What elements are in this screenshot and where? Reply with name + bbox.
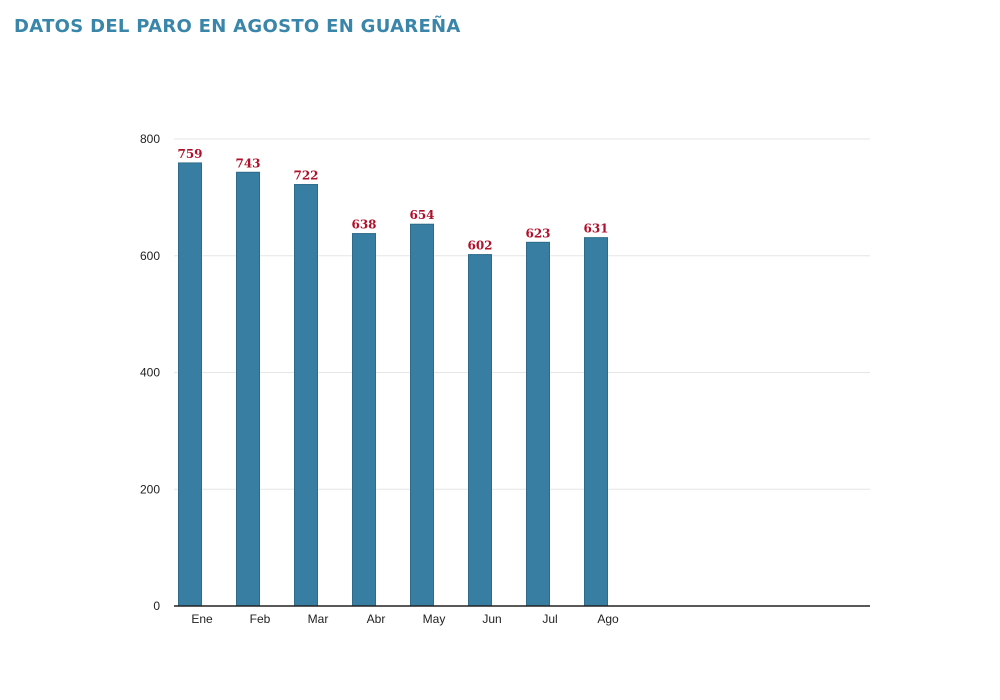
- y-tick-label: 200: [140, 482, 160, 496]
- x-tick-label: Jun: [482, 612, 501, 626]
- y-tick-label: 800: [140, 132, 160, 146]
- grid-lines: [174, 138, 870, 490]
- bar: [584, 237, 608, 607]
- data-labels: 759 743 722 638 654 602 623 631: [177, 147, 608, 253]
- data-label: 638: [351, 218, 376, 232]
- x-tick-label: Ago: [597, 612, 619, 626]
- bar: [410, 223, 434, 607]
- bar: [526, 241, 550, 607]
- data-label: 743: [235, 156, 260, 170]
- bars: [178, 162, 608, 607]
- bar: [236, 171, 260, 607]
- page-title: DATOS DEL PARO EN AGOSTO EN GUAREÑA: [14, 16, 461, 37]
- x-tick-label: May: [423, 612, 446, 626]
- x-tick-label: Ene: [191, 612, 213, 626]
- data-label: 759: [177, 147, 202, 161]
- y-axis-tick-labels: 0 200 400 600 800: [140, 132, 160, 613]
- x-tick-label: Mar: [308, 612, 329, 626]
- x-axis-tick-labels: Ene Feb Mar Abr May Jun Jul Ago: [191, 612, 619, 626]
- y-tick-label: 0: [153, 599, 160, 613]
- data-label: 654: [409, 208, 434, 222]
- y-tick-label: 600: [140, 249, 160, 263]
- x-tick-label: Abr: [367, 612, 386, 626]
- bar: [294, 184, 318, 607]
- x-tick-label: Feb: [250, 612, 271, 626]
- bar: [178, 162, 202, 607]
- y-tick-label: 400: [140, 366, 160, 380]
- data-label: 623: [525, 226, 550, 240]
- bar: [468, 254, 492, 607]
- data-label: 631: [583, 222, 608, 236]
- x-tick-label: Jul: [542, 612, 557, 626]
- data-label: 602: [467, 239, 492, 253]
- bar: [352, 233, 376, 607]
- data-label: 722: [293, 169, 318, 183]
